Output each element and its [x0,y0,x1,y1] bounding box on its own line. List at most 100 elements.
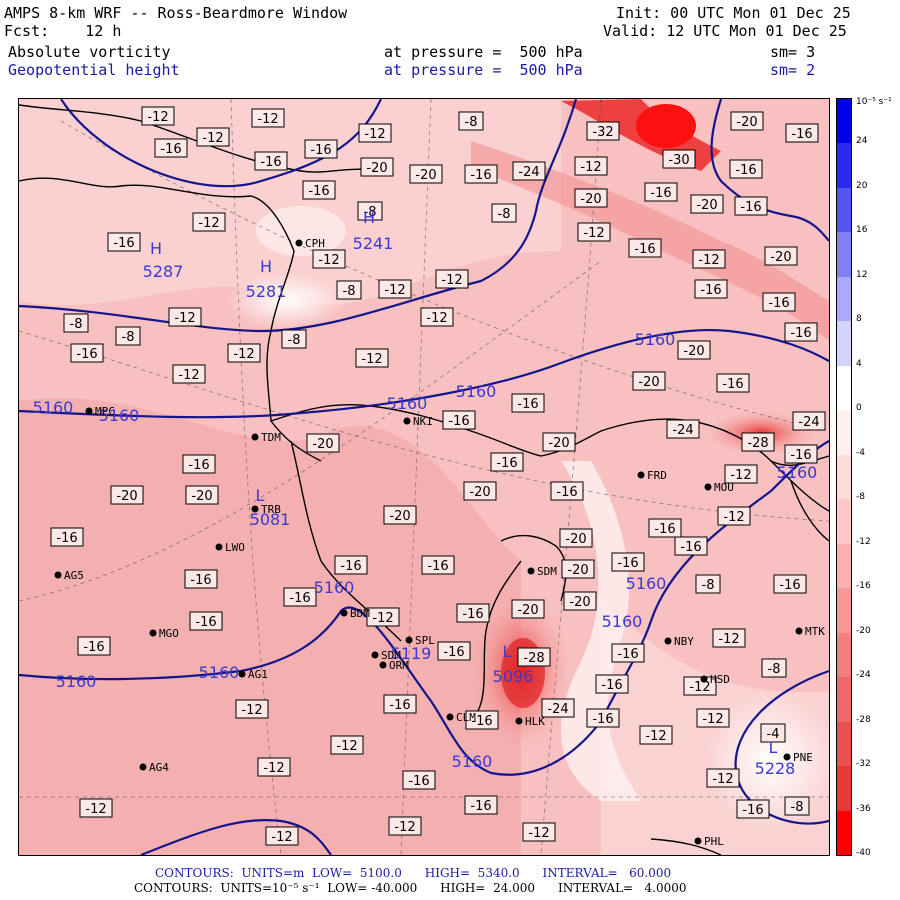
vorticity-label: -16 [644,182,678,202]
colorbar-segment [837,276,851,322]
vorticity-label: -20 [690,194,724,214]
vorticity-label: -16 [611,552,645,572]
colorbar-segment [837,810,851,856]
height-label: 5096 [493,667,534,686]
vorticity-label: -8 [491,203,517,223]
station-marker: CPH [295,237,325,250]
vorticity-label: -16 [694,279,728,299]
colorbar [836,98,852,856]
station-dot-icon [664,637,672,645]
colorbar-segment [837,721,851,767]
vorticity-label: -12 [522,822,556,842]
station-marker: TRB [251,503,281,516]
colorbar-tick-label: 4 [856,358,862,369]
station-id: NKI [413,415,433,428]
low-vorticity-patch [226,273,346,329]
vorticity-label: -16 [762,292,796,312]
vorticity-label: -12 [330,735,364,755]
svg-text:-16: -16 [160,142,181,157]
svg-text:-12: -12 [394,820,415,835]
vorticity-label: -20 [542,432,576,452]
station-marker: ORM [379,659,409,672]
colorbar-segment [837,321,851,367]
vorticity-label: -12 [724,464,758,484]
svg-text:-16: -16 [470,799,491,814]
height-label: 5281 [246,282,287,301]
vorticity-label: -12 [355,348,389,368]
station-marker: PNE [783,751,813,764]
colorbar-tick-label: 16 [856,225,868,236]
vorticity-label: -12 [196,127,230,147]
vorticity-label: -12 [192,212,226,232]
vorticity-label: -16 [736,799,770,819]
vorticity-label: -16 [773,574,807,594]
vorticity-label: -12 [79,798,113,818]
vorticity-label: -28 [741,432,775,452]
vorticity-label: -16 [464,164,498,184]
colorbar-segment [837,543,851,589]
svg-text:-12: -12 [233,347,254,362]
station-dot-icon [403,417,411,425]
vorticity-label: -20 [677,340,711,360]
vorticity-label: -12 [168,307,202,327]
station-dot-icon [149,629,157,637]
vorticity-label: -20 [185,485,219,505]
station-marker: NKI [403,415,433,428]
svg-text:-16: -16 [308,184,329,199]
svg-text:-16: -16 [448,414,469,429]
colorbar-tick-label: -28 [856,714,871,725]
svg-text:-8: -8 [288,333,301,348]
svg-text:-12: -12 [364,127,385,142]
svg-text:-12: -12 [580,160,601,175]
svg-text:-20: -20 [415,168,436,183]
height-label: L [503,642,512,661]
field2-level: at pressure = 500 hPa [384,61,583,79]
station-marker: LWO [215,541,245,554]
svg-text:-12: -12 [698,253,719,268]
vorticity-label: -20 [764,246,798,266]
vorticity-label: -16 [70,343,104,363]
vorticity-label: -16 [334,555,368,575]
station-marker: AG5 [54,569,84,582]
height-label: 5160 [452,752,493,771]
vorticity-label: -16 [674,536,708,556]
vorticity-label: -16 [107,232,141,252]
vorticity-label: -4 [760,723,786,743]
svg-text:-16: -16 [195,615,216,630]
svg-text:-12: -12 [384,283,405,298]
svg-text:-28: -28 [523,651,544,666]
station-marker: HSD [700,673,730,686]
colorbar-tick-label: -24 [856,670,871,681]
vorticity-label: -8 [761,658,787,678]
station-dot-icon [238,670,246,678]
vorticity-label: -16 [586,708,620,728]
svg-text:-20: -20 [312,437,333,452]
low-vorticity-patch [706,691,829,831]
vorticity-label: -16 [716,373,750,393]
height-label: H [150,239,162,258]
svg-text:-8: -8 [768,662,781,677]
height-label: 5160 [387,394,428,413]
svg-text:-20: -20 [638,375,659,390]
colorbar-segment [837,99,851,144]
svg-text:-12: -12 [178,368,199,383]
station-dot-icon [694,837,702,845]
colorbar-segment [837,365,851,411]
vorticity-label: -12 [257,757,291,777]
station-dot-icon [295,239,303,247]
colorbar-tick-label: 12 [856,269,868,280]
vorticity-label: -12 [378,279,412,299]
height-label: 5160 [56,672,97,691]
vorticity-label: -28 [517,647,551,667]
svg-text:-8: -8 [498,207,511,222]
vorticity-label: -20 [559,528,593,548]
svg-text:-16: -16 [310,143,331,158]
svg-text:-8: -8 [70,317,83,332]
height-label: 5241 [353,234,394,253]
field2-name: Geopotential height [8,61,180,79]
vorticity-label: -16 [77,636,111,656]
svg-text:-16: -16 [188,458,209,473]
svg-text:-8: -8 [343,284,356,299]
colorbar-tick-label: -36 [856,803,871,814]
vorticity-label: -12 [251,108,285,128]
